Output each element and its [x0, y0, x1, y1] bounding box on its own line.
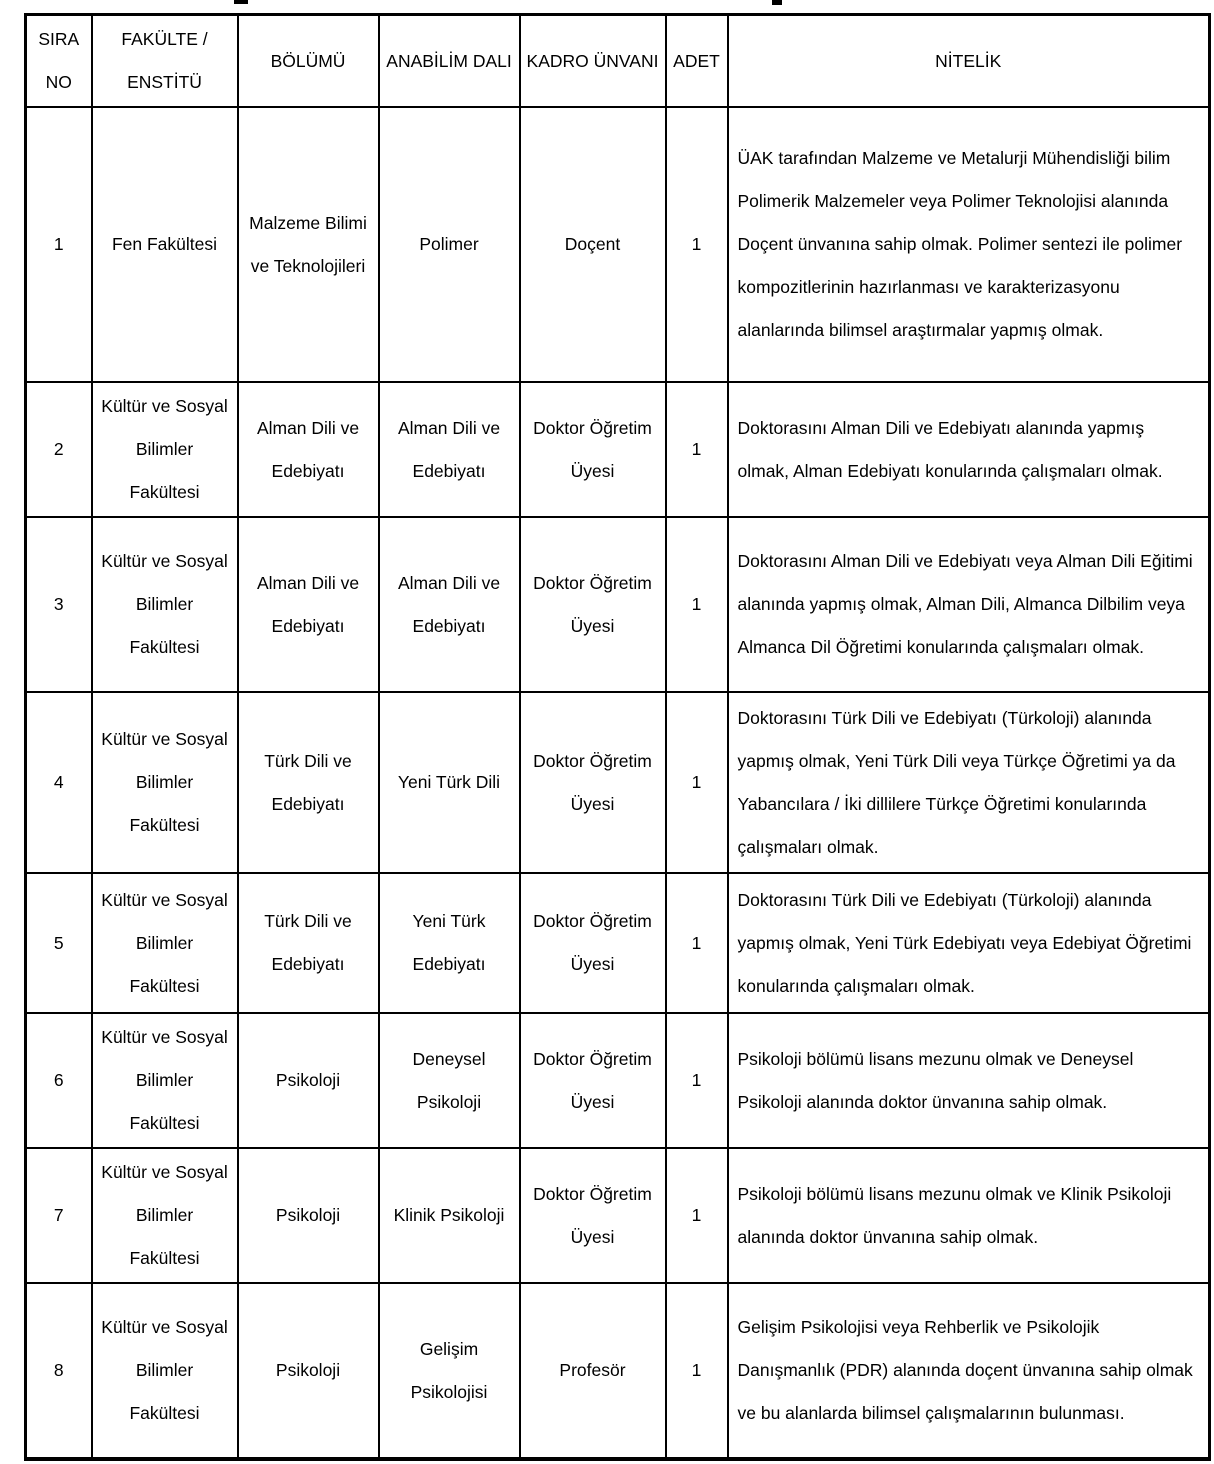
academic-positions-table: SIRA NO FAKÜLTE / ENSTİTÜ BÖLÜMÜ ANABİLİ…	[24, 13, 1211, 1461]
cell-nitelik: Doktorasını Alman Dili ve Edebiyatı alan…	[726, 381, 1211, 518]
cell-fakulte: Kültür ve Sosyal Bilimler Fakültesi	[90, 872, 239, 1014]
cell-adet: 1	[664, 1012, 729, 1149]
header-row: SIRA NO FAKÜLTE / ENSTİTÜ BÖLÜMÜ ANABİLİ…	[24, 13, 1211, 108]
cell-nitelik: ÜAK tarafından Malzeme ve Metalurji Mühe…	[726, 106, 1211, 383]
cell-bolum: Türk Dili ve Edebiyatı	[236, 691, 380, 874]
cell-anabilim: Yeni Türk Dili	[377, 691, 521, 874]
cell-kadro: Doktor Öğretim Üyesi	[518, 381, 667, 518]
cell-adet: 1	[664, 691, 729, 874]
cell-nitelik: Psikoloji bölümü lisans mezunu olmak ve …	[726, 1147, 1211, 1284]
cropped-text-artifact	[772, 0, 782, 5]
cell-sira-no: 7	[24, 1147, 93, 1284]
table-row: 2 Kültür ve Sosyal Bilimler Fakültesi Al…	[24, 381, 1211, 518]
cell-nitelik: Doktorasını Türk Dili ve Edebiyatı (Türk…	[726, 872, 1211, 1014]
cell-fakulte: Kültür ve Sosyal Bilimler Fakültesi	[90, 1147, 239, 1284]
table-row: 4 Kültür ve Sosyal Bilimler Fakültesi Tü…	[24, 691, 1211, 874]
header-cell-nitelik: NİTELİK	[726, 13, 1211, 108]
table-row: 3 Kültür ve Sosyal Bilimler Fakültesi Al…	[24, 516, 1211, 693]
cell-fakulte: Kültür ve Sosyal Bilimler Fakültesi	[90, 1282, 239, 1460]
cell-fakulte: Fen Fakültesi	[90, 106, 239, 383]
cell-anabilim: Polimer	[377, 106, 521, 383]
cell-adet: 1	[664, 516, 729, 693]
cell-anabilim: Gelişim Psikolojisi	[377, 1282, 521, 1460]
table-row: 7 Kültür ve Sosyal Bilimler Fakültesi Ps…	[24, 1147, 1211, 1284]
cell-nitelik: Psikoloji bölümü lisans mezunu olmak ve …	[726, 1012, 1211, 1149]
cell-bolum: Alman Dili ve Edebiyatı	[236, 381, 380, 518]
cell-anabilim: Alman Dili ve Edebiyatı	[377, 516, 521, 693]
cell-nitelik: Gelişim Psikolojisi veya Rehberlik ve Ps…	[726, 1282, 1211, 1460]
cell-kadro: Doktor Öğretim Üyesi	[518, 872, 667, 1014]
cell-kadro: Doktor Öğretim Üyesi	[518, 1147, 667, 1284]
table-row: 6 Kültür ve Sosyal Bilimler Fakültesi Ps…	[24, 1012, 1211, 1149]
cell-fakulte: Kültür ve Sosyal Bilimler Fakültesi	[90, 381, 239, 518]
cell-anabilim: Deneysel Psikoloji	[377, 1012, 521, 1149]
header-cell-adet: ADET	[664, 13, 729, 108]
cell-sira-no: 3	[24, 516, 93, 693]
cell-fakulte: Kültür ve Sosyal Bilimler Fakültesi	[90, 691, 239, 874]
cell-sira-no: 8	[24, 1282, 93, 1460]
cell-nitelik: Doktorasını Alman Dili ve Edebiyatı veya…	[726, 516, 1211, 693]
cell-anabilim: Klinik Psikoloji	[377, 1147, 521, 1284]
cell-kadro: Profesör	[518, 1282, 667, 1460]
cell-kadro: Doktor Öğretim Üyesi	[518, 691, 667, 874]
header-cell-bolumu: BÖLÜMÜ	[236, 13, 380, 108]
cell-fakulte: Kültür ve Sosyal Bilimler Fakültesi	[90, 1012, 239, 1149]
cell-adet: 1	[664, 106, 729, 383]
header-cell-sira-no: SIRA NO	[24, 13, 93, 108]
cell-bolum: Psikoloji	[236, 1282, 380, 1460]
cell-kadro: Doktor Öğretim Üyesi	[518, 1012, 667, 1149]
table-row: 1 Fen Fakültesi Malzeme Bilimi ve Teknol…	[24, 106, 1211, 383]
table-row: 5 Kültür ve Sosyal Bilimler Fakültesi Tü…	[24, 872, 1211, 1014]
header-cell-kadro-unvani: KADRO ÜNVANI	[518, 13, 667, 108]
cell-anabilim: Alman Dili ve Edebiyatı	[377, 381, 521, 518]
cell-adet: 1	[664, 1147, 729, 1284]
cropped-text-artifact	[234, 0, 248, 4]
cell-sira-no: 5	[24, 872, 93, 1014]
cell-sira-no: 1	[24, 106, 93, 383]
cell-adet: 1	[664, 381, 729, 518]
cell-kadro: Doçent	[518, 106, 667, 383]
cell-fakulte: Kültür ve Sosyal Bilimler Fakültesi	[90, 516, 239, 693]
header-cell-fakulte: FAKÜLTE / ENSTİTÜ	[90, 13, 239, 108]
table-row: 8 Kültür ve Sosyal Bilimler Fakültesi Ps…	[24, 1282, 1211, 1460]
cell-sira-no: 4	[24, 691, 93, 874]
cell-bolum: Psikoloji	[236, 1147, 380, 1284]
cell-sira-no: 6	[24, 1012, 93, 1149]
cell-bolum: Malzeme Bilimi ve Teknolojileri	[236, 106, 380, 383]
cell-sira-no: 2	[24, 381, 93, 518]
cell-bolum: Alman Dili ve Edebiyatı	[236, 516, 380, 693]
cell-kadro: Doktor Öğretim Üyesi	[518, 516, 667, 693]
cell-adet: 1	[664, 872, 729, 1014]
header-cell-anabilim-dali: ANABİLİM DALI	[377, 13, 521, 108]
cell-bolum: Türk Dili ve Edebiyatı	[236, 872, 380, 1014]
cell-nitelik: Doktorasını Türk Dili ve Edebiyatı (Türk…	[726, 691, 1211, 874]
cell-bolum: Psikoloji	[236, 1012, 380, 1149]
cell-adet: 1	[664, 1282, 729, 1460]
cell-anabilim: Yeni Türk Edebiyatı	[377, 872, 521, 1014]
